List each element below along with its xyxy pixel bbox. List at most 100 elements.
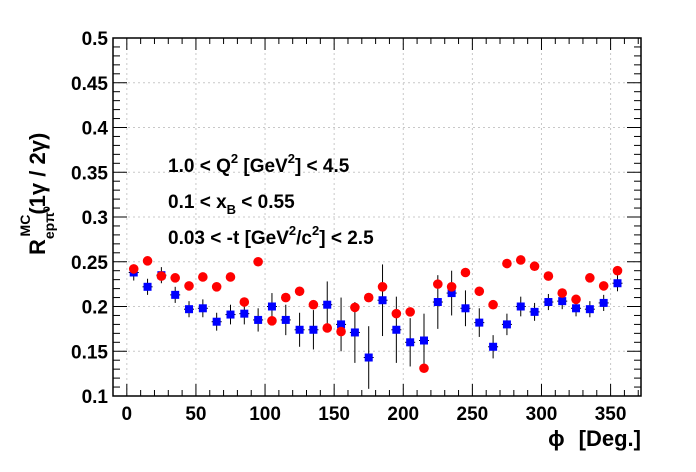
data-point-circle <box>598 281 609 291</box>
data-point-square <box>254 315 263 324</box>
data-point-square <box>323 300 332 309</box>
data-point-square <box>599 298 608 307</box>
data-point-square <box>572 304 581 313</box>
data-point-square <box>198 304 207 313</box>
data-point-circle <box>336 326 346 337</box>
data-point-circle <box>571 294 581 305</box>
data-point-square <box>406 338 415 347</box>
data-point-square <box>364 353 373 362</box>
data-point-circle <box>142 256 153 266</box>
y-tick-label: 0.15 <box>71 342 108 363</box>
y-tick-label: 0.3 <box>82 208 108 229</box>
data-point-square <box>350 328 359 337</box>
x-tick-label: 100 <box>249 404 281 425</box>
y-tick-label: 0.25 <box>71 253 108 274</box>
grid <box>113 37 641 397</box>
data-point-circle <box>363 292 374 303</box>
data-point-circle <box>405 307 415 317</box>
y-tick-label: 0.1 <box>82 387 109 408</box>
data-point-circle <box>308 299 319 310</box>
data-point-circle <box>488 299 498 310</box>
data-point-square <box>185 305 194 314</box>
data-markers <box>128 255 623 374</box>
data-point-circle <box>239 297 250 307</box>
data-point-square <box>267 302 276 311</box>
annotation-q2: 1.0 < Q2 [GeV2] < 4.5 <box>168 151 350 177</box>
data-point-circle <box>280 292 291 303</box>
data-point-square <box>489 342 498 351</box>
data-point-circle <box>211 282 222 292</box>
data-point-square <box>337 320 346 329</box>
data-point-circle <box>198 272 208 282</box>
data-point-square <box>558 297 567 306</box>
data-point-circle <box>515 255 526 265</box>
y-axis-label: Repπ⁰MC(1γ / 2γ) <box>17 133 57 255</box>
data-point-circle <box>543 271 554 281</box>
axis-ticks <box>113 37 641 397</box>
data-point-square <box>475 318 484 327</box>
data-point-circle <box>170 273 180 283</box>
data-point-square <box>212 317 221 326</box>
data-point-square <box>281 315 290 324</box>
x-tick-label: 50 <box>185 404 206 425</box>
annotation-t: 0.03 < -t [GeV2/c2] < 2.5 <box>168 223 374 249</box>
data-point-square <box>516 302 525 311</box>
x-axis-label: ϕ [Deg.] <box>548 426 641 451</box>
data-point-circle <box>128 264 139 274</box>
data-point-square <box>447 289 456 298</box>
annotation-xb: 0.1 < xB < 0.55 <box>168 192 295 217</box>
y-tick-label: 0.45 <box>71 74 108 95</box>
y-tick-label: 0.2 <box>82 298 108 319</box>
data-point-square <box>309 325 318 334</box>
x-tick-label: 350 <box>595 404 627 425</box>
data-point-square <box>530 307 539 316</box>
data-point-circle <box>253 256 263 267</box>
data-point-circle <box>294 286 305 297</box>
annotations: 1.0 < Q2 [GeV2] < 4.5 0.1 < xB < 0.55 0.… <box>168 151 374 249</box>
data-point-square <box>461 304 470 313</box>
data-point-circle <box>225 272 236 282</box>
data-point-square <box>171 290 180 299</box>
tick-labels: 0 50 100 150 200 250 300 350 0.1 0.15 0.2 0.25 0.3 0.… <box>71 29 626 425</box>
data-point-circle <box>612 265 623 276</box>
data-point-square <box>419 336 428 345</box>
data-point-circle <box>350 302 360 313</box>
data-point-circle <box>267 316 277 326</box>
data-point-circle <box>377 282 388 292</box>
y-tick-label: 0.35 <box>71 163 108 184</box>
data-point-square <box>240 309 249 318</box>
data-point-square <box>544 298 553 307</box>
data-point-square <box>392 325 401 334</box>
data-point-square <box>502 320 511 329</box>
data-point-square <box>143 282 152 291</box>
data-point-circle <box>502 258 512 269</box>
error-bars <box>128 264 623 389</box>
data-point-circle <box>557 288 568 298</box>
data-point-circle <box>322 323 333 333</box>
data-point-circle <box>460 267 471 278</box>
data-point-circle <box>529 261 540 272</box>
data-point-circle <box>156 271 167 281</box>
x-tick-label: 250 <box>457 404 489 425</box>
data-point-circle <box>446 282 457 292</box>
data-point-circle <box>184 281 194 291</box>
x-tick-label: 300 <box>526 404 558 425</box>
data-point-circle <box>419 363 429 374</box>
x-tick-label: 0 <box>122 404 133 425</box>
x-tick-label: 150 <box>318 404 350 425</box>
data-point-square <box>226 310 235 319</box>
data-point-square <box>295 325 304 334</box>
y-tick-label: 0.5 <box>82 29 109 50</box>
data-point-square <box>585 305 594 314</box>
x-tick-label: 200 <box>387 404 419 425</box>
plot-frame <box>112 37 642 397</box>
data-point-circle <box>391 308 402 319</box>
y-tick-label: 0.4 <box>82 119 109 140</box>
data-point-circle <box>585 273 595 283</box>
data-point-square <box>613 279 622 288</box>
data-point-circle <box>474 286 485 297</box>
data-point-circle <box>433 279 443 289</box>
data-point-square <box>378 296 387 305</box>
data-point-square <box>433 298 442 307</box>
